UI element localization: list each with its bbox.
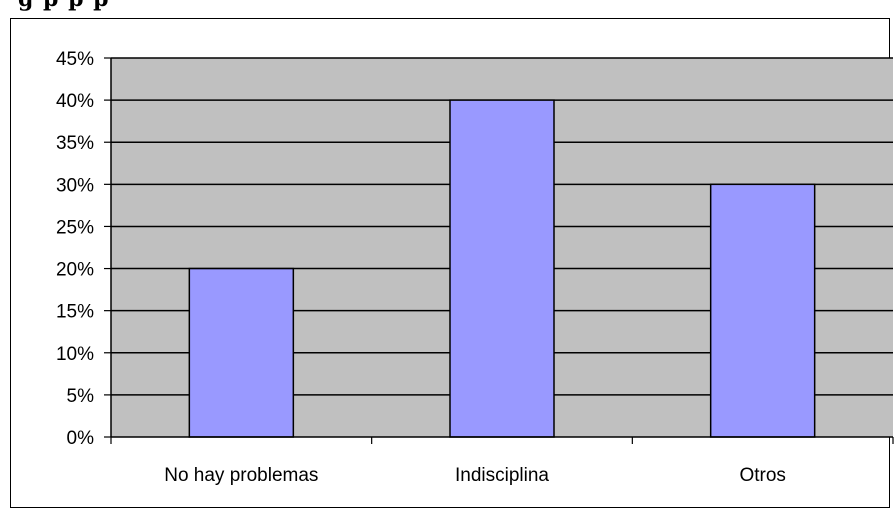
bar [709,183,816,438]
x-tick-label: No hay problemas [164,465,318,486]
x-axis-labels: No hay problemas Indisciplina Otros [164,465,786,486]
y-tick-label: 45% [56,49,94,70]
bar [449,99,555,438]
x-tick-label: Indisciplina [455,465,549,486]
x-tick-label: Otros [739,465,785,486]
y-tick-label: 10% [56,344,94,365]
cut-off-title-text: g p p p [18,0,110,12]
y-tick-label: 0% [67,428,95,449]
y-tick-label: 20% [56,260,94,281]
bars [188,99,816,438]
axes [104,57,894,444]
cut-off-title: g p p p [0,0,896,18]
bar [188,267,295,438]
y-tick-label: 30% [56,175,94,196]
y-axis-labels: 0% 5% 10% 15% 20% 25% 30% 35% 40% 45% [56,49,94,449]
y-tick-label: 5% [67,386,95,407]
y-tick-label: 15% [56,302,94,323]
y-tick-label: 25% [56,217,94,238]
y-tick-label: 40% [56,91,94,112]
y-tick-label: 35% [56,133,94,154]
